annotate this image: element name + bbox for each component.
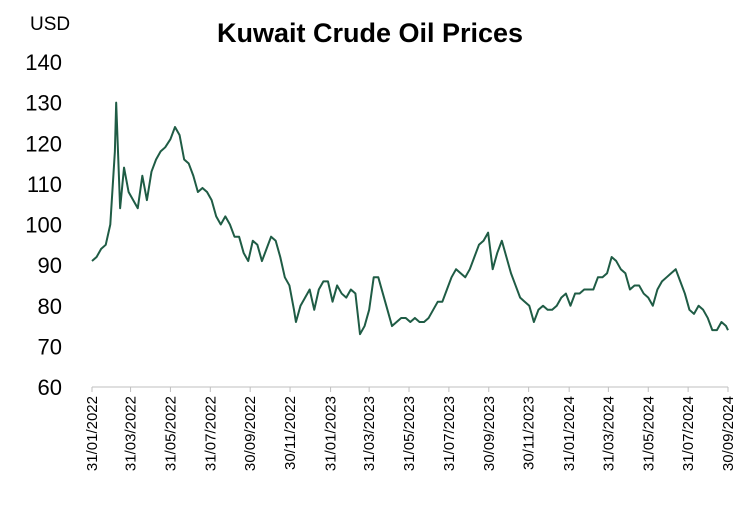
x-tick-label: 31/01/2023 bbox=[323, 396, 340, 471]
y-tick-label: 140 bbox=[25, 50, 62, 75]
x-tick-label: 31/05/2023 bbox=[401, 396, 418, 471]
y-tick-label: 100 bbox=[25, 213, 62, 238]
price-line bbox=[91, 101, 729, 336]
y-tick-label: 120 bbox=[25, 131, 62, 156]
x-tick-label: 31/05/2022 bbox=[162, 396, 179, 471]
y-tick-label: 60 bbox=[38, 375, 62, 400]
x-tick-label: 31/07/2023 bbox=[441, 396, 458, 471]
x-tick-label: 31/01/2024 bbox=[561, 396, 578, 471]
x-tick-label: 31/03/2022 bbox=[123, 396, 140, 471]
y-tick-label: 130 bbox=[25, 91, 62, 116]
x-tick-label: 31/07/2022 bbox=[202, 396, 219, 471]
x-tick-label: 30/11/2022 bbox=[282, 396, 299, 470]
y-axis-label: USD bbox=[30, 14, 70, 35]
y-tick-label: 110 bbox=[27, 172, 62, 197]
x-tick-label: 31/03/2023 bbox=[361, 396, 378, 471]
chart-title: Kuwait Crude Oil Prices bbox=[217, 18, 523, 48]
x-tick-label: 30/09/2024 bbox=[720, 396, 733, 471]
x-tick-label: 30/09/2022 bbox=[242, 396, 259, 471]
x-tick-label: 31/03/2024 bbox=[600, 396, 617, 471]
x-tick-label: 31/05/2024 bbox=[640, 396, 657, 471]
x-tick-label: 31/01/2022 bbox=[84, 396, 101, 471]
x-tick-label: 30/11/2023 bbox=[521, 396, 538, 470]
y-tick-label: 90 bbox=[38, 253, 62, 278]
y-tick-label: 80 bbox=[38, 294, 62, 319]
x-tick-label: 31/07/2024 bbox=[680, 396, 697, 471]
x-tick-label: 30/09/2023 bbox=[481, 396, 498, 471]
y-tick-label: 70 bbox=[38, 334, 62, 359]
